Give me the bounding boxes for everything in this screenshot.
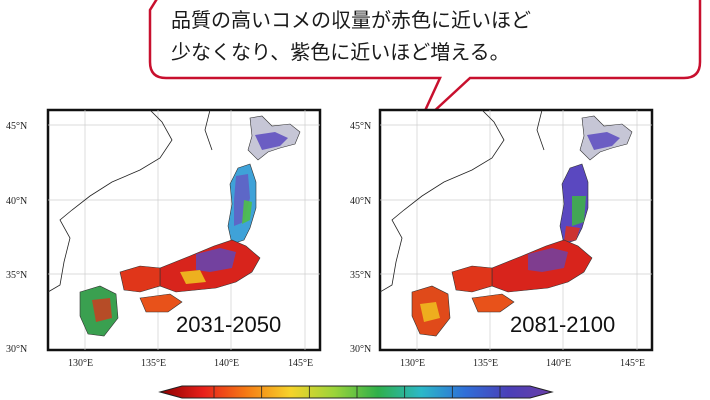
lat-tick-label: 40°N (350, 196, 371, 207)
callout-line-1: 品質の高いコメの収量が赤色に近いほど (171, 8, 531, 32)
hokkaido-yield-fill (255, 132, 288, 150)
period-label: 2031-2050 (176, 312, 281, 337)
colorbar-bar (158, 385, 554, 399)
mainland-asia-coastline (48, 110, 173, 293)
lat-tick-labels: 45°N 40°N 35°N 30°N (6, 121, 27, 355)
sakhalin-coastline (204, 110, 213, 151)
period-label: 2081-2100 (510, 312, 615, 337)
lat-tick-label: 35°N (350, 270, 371, 281)
lon-tick-label: 135°E (141, 358, 166, 369)
lon-tick-label: 140°E (546, 358, 571, 369)
shikoku-region (471, 293, 515, 313)
honshu-central-yellow (180, 270, 206, 284)
honshu-central-purple (528, 248, 568, 272)
lon-tick-label: 135°E (473, 358, 498, 369)
lon-tick-label: 140°E (214, 358, 239, 369)
hokkaido-yield-fill (587, 132, 620, 150)
map-panel-left: 2031-2050 45°N 40°N 35°N 30°N 130°E 135°… (6, 108, 322, 369)
lon-tick-labels: 130°E 135°E 140°E 145°E (68, 358, 313, 369)
lat-tick-labels: 45°N 40°N 35°N 30°N (350, 121, 371, 355)
kyushu-yellow-patch (420, 302, 440, 322)
lat-tick-label: 40°N (6, 196, 27, 207)
chugoku-region (119, 265, 161, 293)
lat-tick-label: 35°N (6, 270, 27, 281)
chugoku-region (451, 265, 493, 293)
callout-line-2: 少なくなり、紫色に近いほど増える。 (171, 40, 510, 64)
callout-border (148, 0, 702, 127)
tohoku-green-patch (572, 196, 586, 226)
lat-tick-label: 30°N (350, 344, 371, 355)
lon-tick-label: 130°E (68, 358, 93, 369)
colorbar-ticks (213, 386, 501, 398)
sakhalin-coastline (536, 110, 545, 151)
lat-tick-label: 45°N (6, 121, 27, 132)
lat-tick-label: 45°N (350, 121, 371, 132)
lon-tick-labels: 130°E 135°E 140°E 145°E (400, 358, 645, 369)
kyushu-red-patch (92, 298, 112, 322)
map-panel-right: 2081-2100 45°N 40°N 35°N 30°N 130°E 135°… (350, 108, 654, 369)
colorbar (158, 385, 554, 399)
tohoku-green-patch (242, 200, 252, 224)
lon-tick-label: 145°E (288, 358, 313, 369)
tohoku-red-patch (564, 226, 580, 242)
lon-tick-label: 145°E (620, 358, 645, 369)
mainland-asia-coastline (380, 110, 505, 293)
shikoku-region (139, 293, 183, 313)
honshu-central-purple (196, 248, 236, 272)
callout-bubble: 品質の高いコメの収量が赤色に近いほど 少なくなり、紫色に近いほど増える。 (148, 0, 702, 127)
lat-tick-label: 30°N (6, 344, 27, 355)
lon-tick-label: 130°E (400, 358, 425, 369)
